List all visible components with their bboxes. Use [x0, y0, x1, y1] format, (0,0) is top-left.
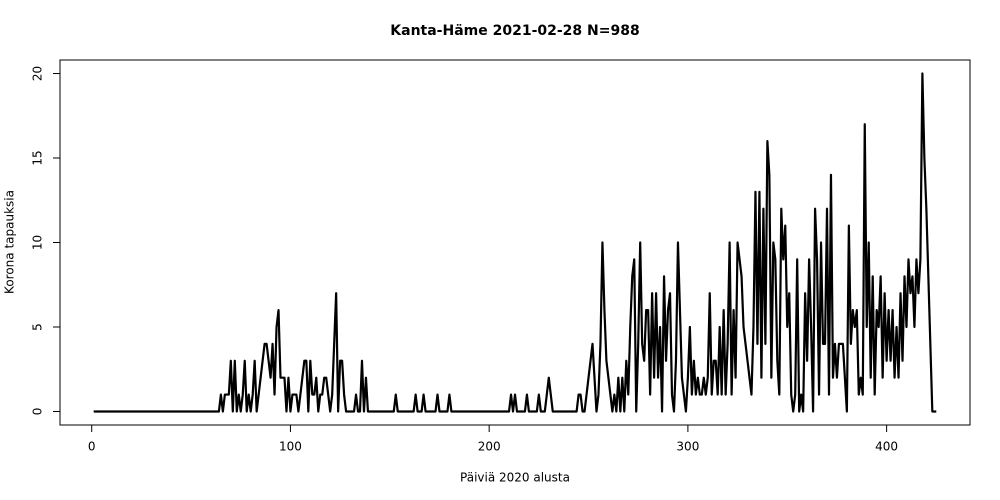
x-axis-label: Päiviä 2020 alusta	[460, 471, 570, 485]
x-tick-label: 100	[279, 440, 302, 454]
x-tick-label: 300	[676, 440, 699, 454]
y-tick-label: 5	[31, 323, 45, 331]
y-tick-label: 20	[31, 66, 45, 81]
data-line	[93, 72, 937, 413]
x-tick-label: 0	[88, 440, 96, 454]
x-tick-label: 200	[478, 440, 501, 454]
y-tick-label: 10	[31, 235, 45, 250]
y-axis-label: Korona tapauksia	[3, 190, 17, 294]
y-tick-label: 0	[31, 408, 45, 416]
chart-title: Kanta-Häme 2021-02-28 N=988	[390, 23, 639, 39]
y-tick-label: 15	[31, 150, 45, 165]
x-tick-label: 400	[875, 440, 898, 454]
